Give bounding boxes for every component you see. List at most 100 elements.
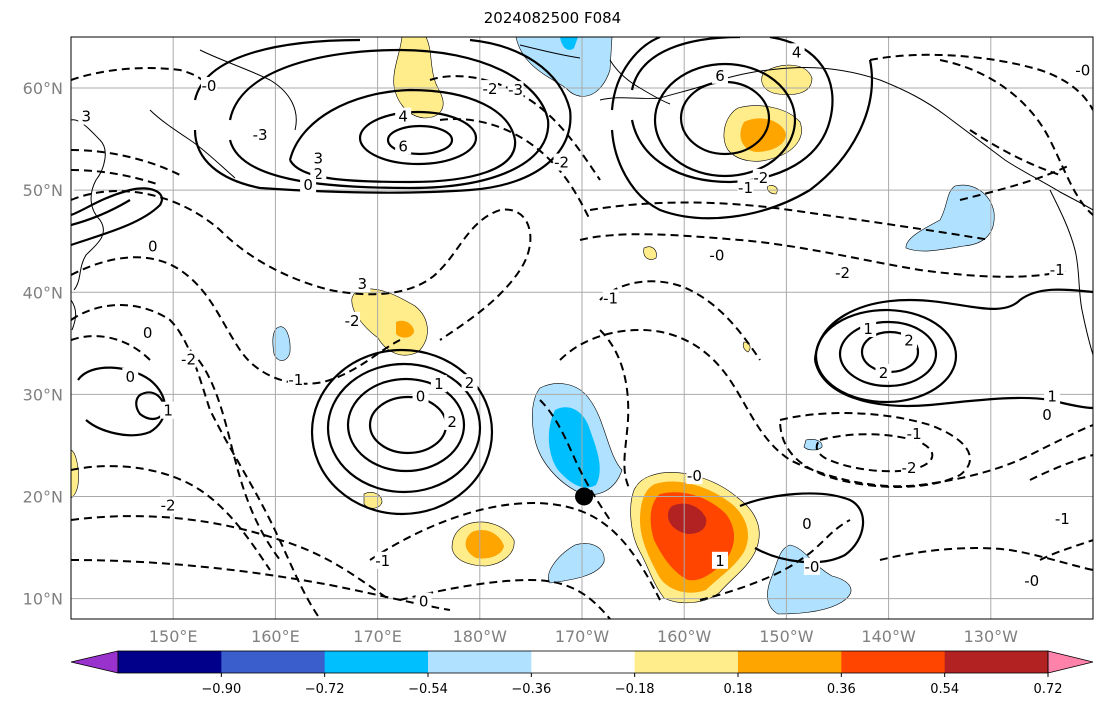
contour-label-bg xyxy=(1039,405,1056,423)
contour-label: -1 xyxy=(907,425,922,443)
contour-label: -0 xyxy=(1024,572,1039,590)
contour-label-bg xyxy=(553,153,570,171)
contour-label: 6 xyxy=(715,67,725,85)
contour-high-ak-3 xyxy=(630,37,834,184)
contour-label-bg xyxy=(1023,572,1040,590)
negative-anomaly-core-central xyxy=(548,407,600,488)
contour-label-bg xyxy=(482,80,499,98)
contour-label: 0 xyxy=(419,593,429,611)
contour-label-bg xyxy=(300,176,317,194)
dashed-contour-22 xyxy=(71,149,181,186)
contour-label-bg xyxy=(160,496,177,514)
positive-anomaly-patch-w-edge xyxy=(71,449,79,499)
contour-label-bg xyxy=(798,515,815,533)
contour-high-sw-3 xyxy=(326,362,482,494)
coastline-asia xyxy=(71,49,297,331)
colorbar-swatch xyxy=(531,651,636,673)
contour-label: 0 xyxy=(416,387,426,405)
contour-label-bg xyxy=(737,179,754,197)
negative-anomaly-patch-ne xyxy=(905,184,995,252)
contour-high-w-2 xyxy=(135,391,166,420)
contour-label: 0 xyxy=(143,324,153,342)
contour-label: 2 xyxy=(465,374,475,392)
contour-label: 0 xyxy=(802,515,812,533)
contour-label-bg xyxy=(686,467,703,485)
contour-label: -3 xyxy=(253,126,268,144)
contour-label: 6 xyxy=(398,137,408,155)
contour-label: 2 xyxy=(879,364,889,382)
contour-label: 3 xyxy=(82,108,92,126)
contour-label-bg xyxy=(875,363,892,381)
contour-label: 2 xyxy=(447,413,457,431)
negative-contour-lines xyxy=(71,53,1093,619)
dashed-contour-16 xyxy=(869,53,1093,201)
contour-label-bg xyxy=(395,137,412,155)
contour-label: 0 xyxy=(148,237,158,255)
contour-high-sw-1 xyxy=(368,395,448,455)
contour-label: -1 xyxy=(1055,510,1070,528)
contour-label-bg xyxy=(1074,61,1091,79)
colorbar-swatch xyxy=(634,651,739,673)
negative-anomaly-patch-sw xyxy=(548,543,605,584)
colorbar-tick-label: 0.54 xyxy=(930,682,959,697)
positive-anomaly-patch-sw-small xyxy=(363,492,383,509)
colorbar-extend-low xyxy=(70,650,119,674)
contour-high-sw-2 xyxy=(346,377,466,473)
dashed-contour-21 xyxy=(429,75,601,221)
contour-label: 1 xyxy=(715,552,725,570)
dashed-contour-3 xyxy=(71,304,321,619)
contour-label: -0 xyxy=(201,77,216,95)
dashed-contour-19 xyxy=(879,547,1093,571)
contour-label-bg xyxy=(788,43,805,61)
positive-anomaly-patch-nw xyxy=(393,37,444,119)
contour-label-bg xyxy=(507,81,524,99)
contour-label: 3 xyxy=(314,150,324,168)
contour-label-bg xyxy=(139,324,156,342)
contour-label: -2 xyxy=(43,139,58,157)
contour-label: -2 xyxy=(753,169,768,187)
contour-label: -0 xyxy=(687,467,702,485)
contour-label-bg xyxy=(901,458,918,476)
contour-label: -1 xyxy=(288,371,303,389)
contour-label: 0 xyxy=(303,176,313,194)
colorbar-tick-label: 0.18 xyxy=(724,682,753,697)
contour-ul-solid-2 xyxy=(71,199,131,227)
contour-label-bg xyxy=(122,368,139,386)
contour-label-bg xyxy=(395,107,412,125)
contour-label-bg xyxy=(200,77,217,95)
contour-label: 1 xyxy=(434,375,444,393)
contour-label-bg xyxy=(708,246,725,264)
dashed-contour-5 xyxy=(71,465,271,571)
contour-label: -0 xyxy=(709,247,724,265)
lat-tick-label: 50°N xyxy=(23,181,63,200)
contour-label-bg xyxy=(711,66,728,84)
dashed-contour-25 xyxy=(599,329,631,491)
colorbar-swatch xyxy=(118,651,222,673)
lon-tick-label: 170°W xyxy=(555,627,610,646)
contour-label-bg xyxy=(344,311,361,329)
contour-label: -2 xyxy=(483,80,498,98)
contour-label-bg xyxy=(461,374,478,392)
contour-label: 4 xyxy=(792,43,802,61)
colorbar: −0.90 −0.72 −0.54 −0.36 −0.18 0.18 0.36 0.54 0.7… xyxy=(70,650,1094,697)
contour-high-ak-4 xyxy=(610,37,873,220)
contour-label: -2 xyxy=(554,154,569,172)
contour-label: 2 xyxy=(314,165,324,183)
contour-label: -1 xyxy=(738,179,753,197)
negative-anomaly-patch-small xyxy=(803,439,823,451)
contour-label-bg xyxy=(1054,509,1071,527)
contour-high-w-1 xyxy=(77,366,166,437)
lon-tick-label: 150°E xyxy=(149,627,198,646)
contour-label-bg xyxy=(834,263,851,281)
lat-tick-label: 20°N xyxy=(23,487,63,506)
colorbar-extend-high xyxy=(1047,650,1094,674)
dashed-contour-18 xyxy=(1029,454,1093,561)
colorbar-swatch xyxy=(738,651,842,673)
lat-tick-label: 40°N xyxy=(23,283,63,302)
contour-label-bg xyxy=(43,139,59,156)
dashed-contour-10 xyxy=(559,328,1093,488)
lat-lon-grid xyxy=(71,37,1093,619)
contour-label: 4 xyxy=(398,108,408,126)
contour-label-bg xyxy=(78,107,95,125)
contour-label-bg xyxy=(711,551,728,569)
